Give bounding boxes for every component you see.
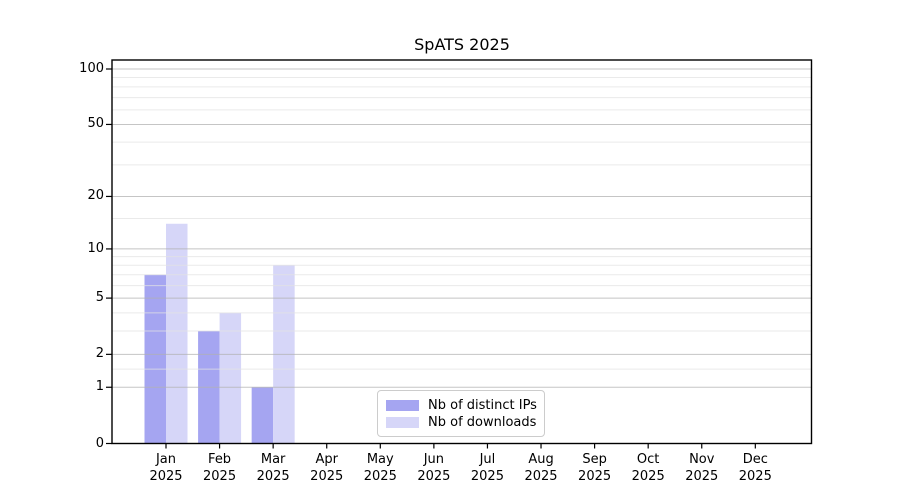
bar-mar-distinct-ips <box>251 387 274 444</box>
chart-title: SpATS 2025 <box>414 35 510 54</box>
legend: Nb of distinct IPs Nb of downloads <box>377 390 545 437</box>
bar-jan-distinct-ips <box>144 274 166 444</box>
legend-label-downloads: Nb of downloads <box>428 415 537 430</box>
legend-entry-distinct-ips: Nb of distinct IPs <box>386 397 537 414</box>
legend-swatch-distinct-ips <box>386 400 419 411</box>
plot-border <box>111 59 813 445</box>
legend-entry-downloads: Nb of downloads <box>386 414 537 431</box>
legend-swatch-downloads <box>386 417 419 428</box>
legend-label-distinct-ips: Nb of distinct IPs <box>428 398 537 413</box>
bar-feb-downloads <box>219 312 242 444</box>
bar-jan-downloads <box>166 223 188 444</box>
